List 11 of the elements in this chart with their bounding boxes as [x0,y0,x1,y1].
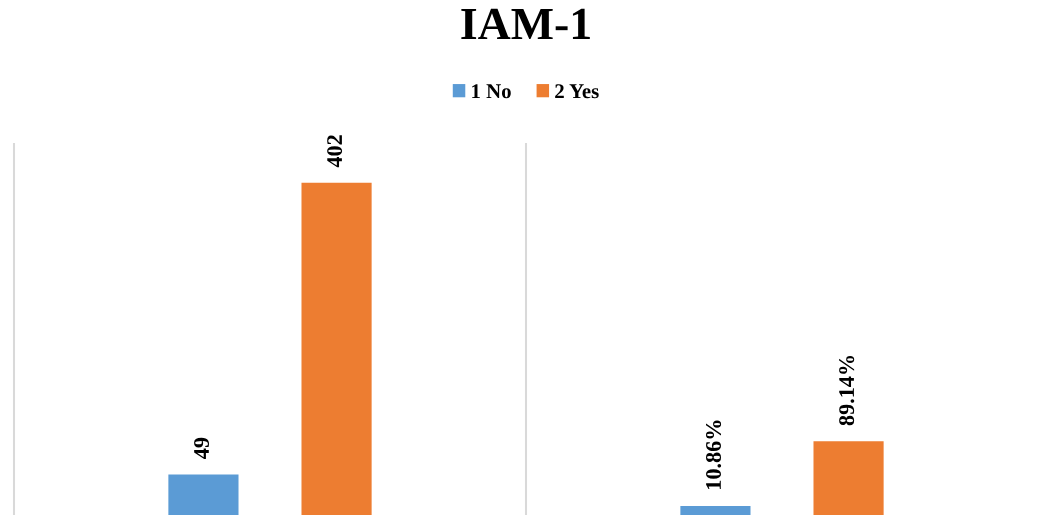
legend-label: 1 No [472,84,511,99]
bar [301,182,372,515]
data-label: 402 [327,135,343,168]
legend-label: 2 Yes [555,84,599,99]
bar [680,506,751,515]
data-label: 10.86% [706,420,722,489]
data-label: 89.14% [839,355,855,426]
chart-title: IAM-1 [461,8,590,40]
bar [813,441,884,515]
data-label: 49 [194,437,209,459]
bar [168,474,239,515]
